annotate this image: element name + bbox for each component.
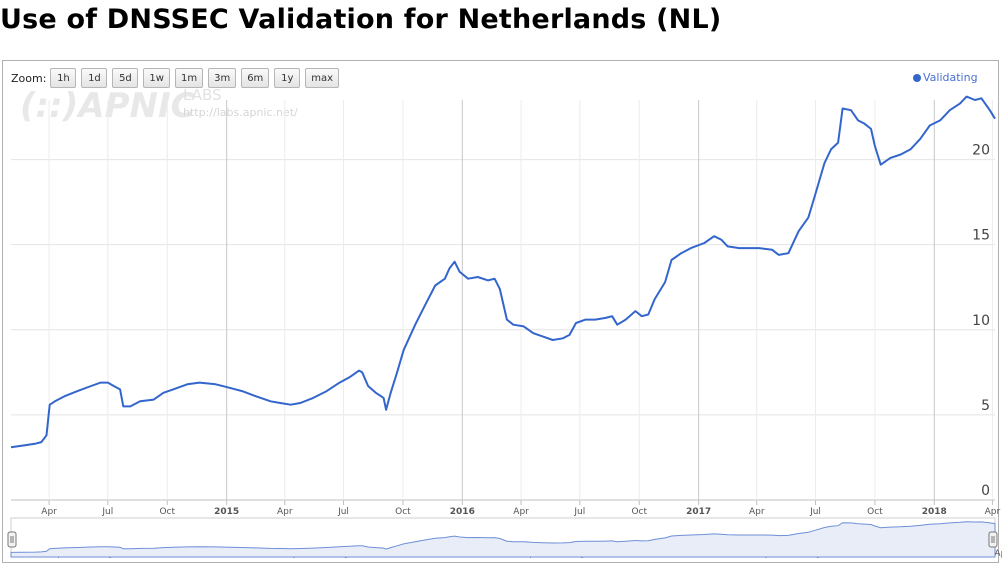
zoom-button-1h[interactable]: 1h: [50, 68, 77, 88]
x-tick-label: 2017: [686, 507, 711, 517]
x-tick-label: Apr: [277, 507, 293, 517]
page-title: Use of DNSSEC Validation for Netherlands…: [0, 4, 722, 35]
x-tick-label: 2016: [450, 507, 475, 517]
x-tick-label: Oct: [631, 507, 647, 517]
logo-url-text: http://labs.apnic.net/: [183, 106, 298, 119]
zoom-button-1w[interactable]: 1w: [143, 68, 170, 88]
logo-sub-text: LABS: [183, 86, 222, 104]
zoom-button-5d[interactable]: 5d: [112, 68, 139, 88]
chart-frame: [2, 60, 999, 563]
x-tick-label: Apr: [41, 507, 57, 517]
x-grid-lines: [48, 100, 993, 557]
x-tick-label: Jul: [337, 507, 349, 517]
y-tick-label: 20: [972, 143, 990, 159]
series-line-validating: [10, 95, 996, 449]
navigator-right-handle[interactable]: [988, 531, 998, 548]
range-navigator[interactable]: [7, 517, 998, 558]
zoom-toolbar: Zoom: 1h 1d 5d 1w 1m 3m 6m 1y max: [11, 67, 344, 89]
legend-label: Validating: [923, 71, 978, 84]
x-tick-label: Oct: [395, 507, 411, 517]
y-tick-label: 10: [972, 313, 990, 329]
x-tick-label: Oct: [867, 507, 883, 517]
x-tick-label: 2015: [214, 507, 239, 517]
zoom-button-max[interactable]: max: [305, 68, 340, 88]
y-axis-labels: 0 5 10 15 20: [972, 143, 990, 499]
series-group: [10, 95, 996, 449]
grid-lines: [11, 159, 995, 501]
x-tick-label: Jul: [101, 507, 113, 517]
zoom-button-6m[interactable]: 6m: [241, 68, 270, 88]
zoom-label: Zoom:: [11, 71, 47, 85]
navigator-tick-label: Apr: [994, 549, 1002, 559]
x-tick-label: Apr: [985, 507, 1001, 517]
navigator-left-handle[interactable]: [7, 531, 17, 548]
x-tick-label: Jul: [573, 507, 585, 517]
x-tick-label: Jul: [809, 507, 821, 517]
y-tick-label: 5: [981, 398, 990, 414]
zoom-button-1y[interactable]: 1y: [274, 68, 301, 88]
x-tick-label: Apr: [749, 507, 765, 517]
zoom-button-1d[interactable]: 1d: [81, 68, 108, 88]
zoom-button-3m[interactable]: 3m: [208, 68, 237, 88]
x-tick-label: Apr: [513, 507, 529, 517]
x-tick-label: 2018: [922, 507, 947, 517]
zoom-button-1m[interactable]: 1m: [174, 68, 204, 88]
navigator-series-area: [10, 521, 996, 558]
x-tick-label: Oct: [159, 507, 175, 517]
legend-marker: [913, 73, 921, 82]
legend[interactable]: Validating: [913, 71, 978, 84]
y-tick-label: 0: [981, 483, 990, 499]
y-tick-label: 15: [972, 228, 990, 244]
